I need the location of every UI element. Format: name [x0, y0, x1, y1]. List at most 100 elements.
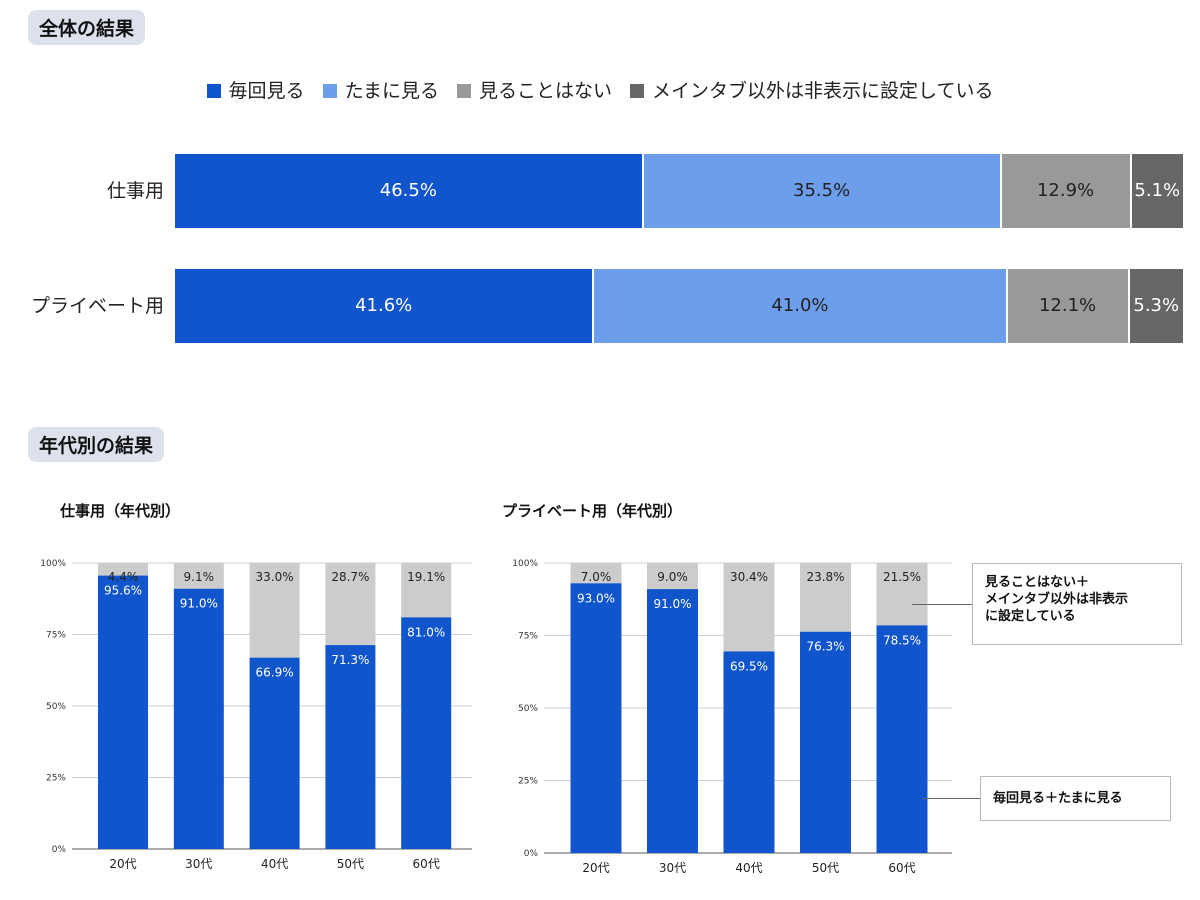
- bar-segment-views: [723, 651, 775, 853]
- callout-never-or-hidden: 見ることはない＋ メインタブ以外は非表示 に設定している: [972, 563, 1182, 645]
- section-tag-overall: 全体の結果: [28, 10, 146, 45]
- overall-row: プライベート用 41.6% 41.0% 12.1% 5.3%: [0, 269, 1200, 343]
- x-tick-label: 20代: [582, 861, 609, 875]
- data-label-views: 95.6%: [104, 584, 142, 598]
- private-age-chart: 0% 25% 50% 75% 100% 7.0% 93.0% 20代 9.0% 91.0% 30代 3…: [512, 559, 952, 875]
- overall-segment: 46.5%: [175, 154, 644, 228]
- x-tick-label: 40代: [261, 857, 288, 871]
- bar-segment-rest: [249, 563, 300, 658]
- data-label-rest: 23.8%: [806, 570, 844, 584]
- bar-segment-views: [98, 575, 148, 849]
- y-tick-label: 25%: [518, 777, 538, 787]
- overall-segment: 12.9%: [1001, 154, 1132, 228]
- overall-segment: 41.0%: [594, 269, 1008, 343]
- y-tick-label: 0%: [52, 845, 67, 855]
- legend-label: 見ることはない: [479, 80, 613, 102]
- legend-swatch: [457, 84, 471, 98]
- overall-segment: 5.3%: [1129, 269, 1183, 343]
- legend-item: メインタブ以外は非表示に設定している: [630, 76, 993, 103]
- data-label-views: 78.5%: [883, 633, 921, 647]
- data-label-rest: 7.0%: [581, 570, 612, 584]
- callout-text: 見ることはない＋: [985, 575, 1090, 590]
- legend-label: 毎回見る: [228, 80, 305, 102]
- bar-segment-rest: [325, 563, 376, 646]
- data-label-rest: 30.4%: [730, 570, 768, 584]
- bar-segment-rest: [647, 563, 698, 590]
- legend-item: たまに見る: [322, 76, 439, 103]
- overall-segment: 12.1%: [1007, 269, 1130, 343]
- callout-every-or-sometimes: 毎回見る＋たまに見る: [980, 776, 1171, 821]
- bar-segment-rest: [570, 563, 622, 584]
- overall-row: 仕事用 46.5% 35.5% 12.9% 5.1%: [0, 154, 1200, 228]
- work-age-chart: 0% 25% 50% 75% 100% 4.4%95.6% 20代 9.1% 91.0% 30代 3…: [40, 559, 472, 871]
- y-tick-label: 25%: [46, 774, 66, 784]
- x-tick-label: 20代: [109, 857, 136, 871]
- x-tick-label: 50代: [337, 857, 364, 871]
- data-label-rest: 33.0%: [256, 570, 294, 584]
- legend-label: たまに見る: [344, 80, 439, 102]
- legend-swatch: [206, 84, 221, 98]
- y-tick-label: 50%: [518, 704, 538, 714]
- callout-connector-top: [912, 604, 972, 605]
- bar-segment-views: [325, 645, 376, 849]
- x-tick-label: 30代: [659, 861, 686, 875]
- bar-segment-rest: [800, 563, 851, 632]
- data-label-rest: 28.7%: [331, 570, 369, 584]
- callout-text: 毎回見る＋たまに見る: [993, 791, 1123, 806]
- overall-stacked-bar: 41.6% 41.0% 12.1% 5.3%: [175, 269, 1183, 343]
- x-tick-label: 40代: [735, 861, 762, 875]
- y-tick-label: 100%: [40, 559, 66, 569]
- legend-swatch: [322, 84, 337, 98]
- y-tick-label: 100%: [512, 559, 538, 569]
- legend-label: メインタブ以外は非表示に設定している: [652, 80, 994, 102]
- legend-swatch: [630, 84, 645, 98]
- data-label-rest: 21.5%: [883, 570, 921, 584]
- overall-segment: 41.6%: [175, 269, 595, 343]
- data-label-views: 91.0%: [653, 597, 691, 611]
- data-label-rest: 9.0%: [657, 570, 688, 584]
- x-tick-label: 60代: [888, 861, 915, 875]
- data-label-views: 66.9%: [256, 666, 294, 680]
- bar-segment-views: [249, 657, 300, 849]
- data-label-views: 69.5%: [730, 659, 768, 673]
- legend: 毎回見る たまに見る 見ることはない メインタブ以外は非表示に設定している: [0, 76, 1200, 103]
- bar-segment-views: [570, 583, 622, 853]
- bar-segment-views: [876, 625, 928, 853]
- callout-text: に設定している: [985, 609, 1076, 624]
- overall-row-label: 仕事用: [106, 180, 164, 202]
- bar-segment-rest: [98, 563, 148, 576]
- callout-connector-bottom: [922, 798, 980, 799]
- x-tick-label: 60代: [413, 857, 440, 871]
- y-tick-label: 50%: [46, 702, 66, 712]
- overall-segment: 5.1%: [1131, 154, 1183, 228]
- bar-segment-views: [173, 588, 224, 849]
- bar-segment-rest: [876, 563, 928, 626]
- y-tick-label: 75%: [46, 631, 66, 641]
- section-tag-age: 年代別の結果: [28, 427, 165, 462]
- bar-segment-views: [401, 617, 452, 849]
- data-label-rest: 9.1%: [184, 570, 215, 584]
- legend-item: 毎回見る: [206, 76, 305, 103]
- overall-row-label: プライベート用: [30, 295, 164, 317]
- bar-segment-views: [800, 631, 851, 853]
- y-tick-label: 75%: [518, 632, 538, 642]
- bar-segment-rest: [401, 563, 452, 618]
- data-label-views: 71.3%: [331, 653, 369, 667]
- bar-segment-views: [647, 589, 698, 853]
- legend-item: 見ることはない: [457, 76, 612, 103]
- bar-segment-rest: [173, 563, 224, 589]
- overall-stacked-bar: 46.5% 35.5% 12.9% 5.1%: [175, 154, 1183, 228]
- data-label-views: 93.0%: [577, 591, 615, 605]
- chart-title-private: プライベート用（年代別）: [502, 502, 683, 520]
- y-tick-label: 0%: [524, 849, 539, 859]
- data-label-rest: 19.1%: [407, 570, 445, 584]
- x-tick-label: 30代: [185, 857, 212, 871]
- data-label-views: 91.0%: [180, 597, 218, 611]
- chart-title-work: 仕事用（年代別）: [60, 502, 181, 520]
- data-label-views: 81.0%: [407, 625, 445, 639]
- x-tick-label: 50代: [812, 861, 839, 875]
- data-label-rest: 4.4%: [108, 570, 139, 584]
- data-label-views: 76.3%: [806, 640, 844, 654]
- bar-segment-rest: [723, 563, 775, 652]
- callout-text: メインタブ以外は非表示: [985, 592, 1129, 607]
